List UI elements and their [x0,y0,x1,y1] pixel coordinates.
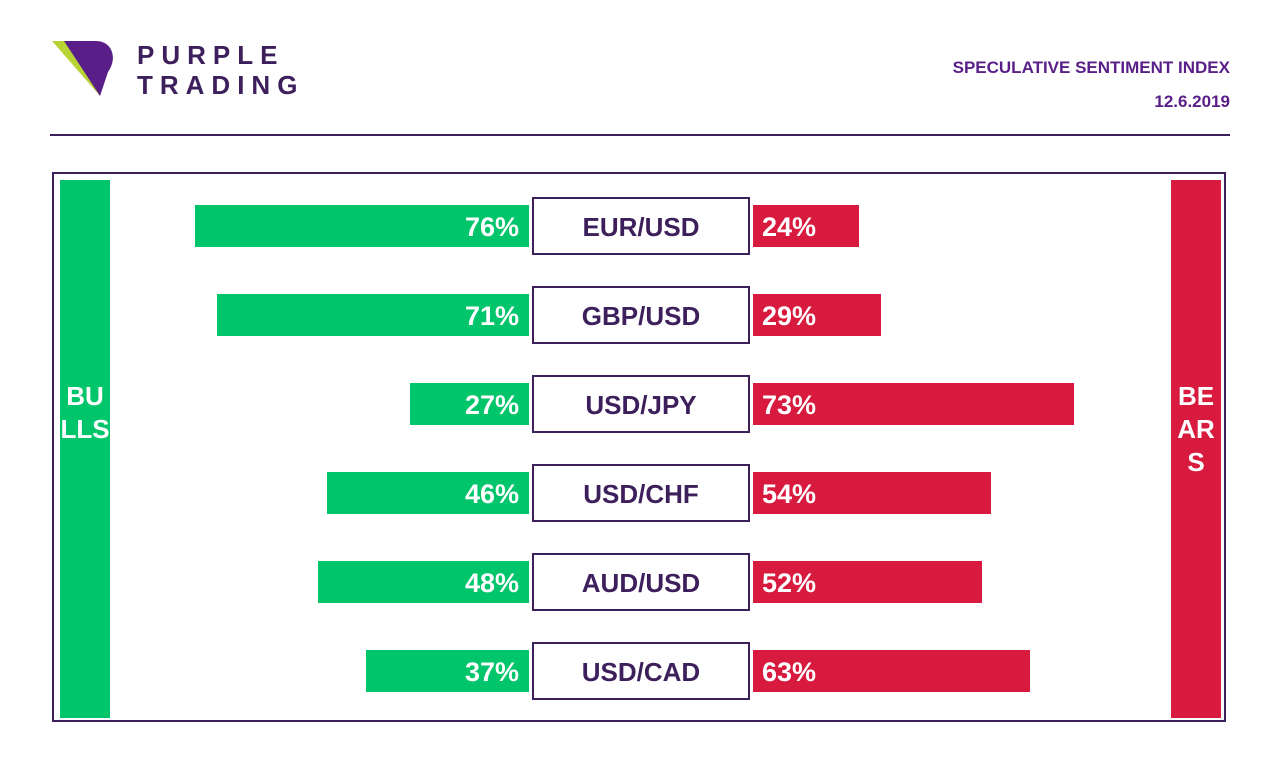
bulls-bar: 71% [216,294,529,336]
bears-value-label: 54% [762,479,817,509]
bulls-value-label: 37% [464,657,519,687]
bears-label: BEARS [1177,381,1215,477]
bulls-bar: 76% [194,205,529,247]
bears-value-label: 63% [762,657,817,687]
bears-bar: 63% [753,650,1031,692]
brand-line-1: PURPLE [137,40,285,70]
bears-value-label: 24% [762,212,817,242]
bulls-label: BULLS [60,381,110,444]
bears-value-label: 52% [762,568,817,598]
bulls-side-bar: BULLS [60,180,110,718]
bulls-bar: 37% [366,650,529,692]
bulls-bar: 27% [410,383,529,425]
bears-value-label: 73% [762,390,817,420]
bears-bar: 73% [753,383,1075,425]
purple-trading-logo [52,41,113,96]
bulls-value-label: 27% [464,390,519,420]
currency-pair-label: USD/CHF [532,464,750,522]
brand-name: PURPLE TRADING [137,40,304,100]
bears-bar: 29% [753,294,881,336]
bears-bar: 52% [753,561,982,603]
header-divider [50,134,1230,136]
bulls-bar: 46% [326,472,529,514]
currency-pair-label: USD/CAD [532,642,750,700]
chart-frame [52,172,1226,722]
report-date: 12.6.2019 [1154,92,1230,111]
bears-bar: 24% [753,205,859,247]
currency-pair-label: AUD/USD [532,553,750,611]
bulls-value-label: 76% [464,212,519,242]
currency-pair-label: EUR/USD [532,197,750,255]
brand-line-2: TRADING [137,70,305,100]
page-title: SPECULATIVE SENTIMENT INDEX [952,58,1230,77]
bulls-value-label: 71% [464,301,519,331]
bears-bar: 54% [753,472,991,514]
bulls-value-label: 46% [464,479,519,509]
currency-pair-label: USD/JPY [532,375,750,433]
bulls-value-label: 48% [464,568,519,598]
bulls-bar: 48% [317,561,529,603]
bears-value-label: 29% [762,301,817,331]
bears-side-bar: BEARS [1171,180,1221,718]
currency-pair-label: GBP/USD [532,286,750,344]
